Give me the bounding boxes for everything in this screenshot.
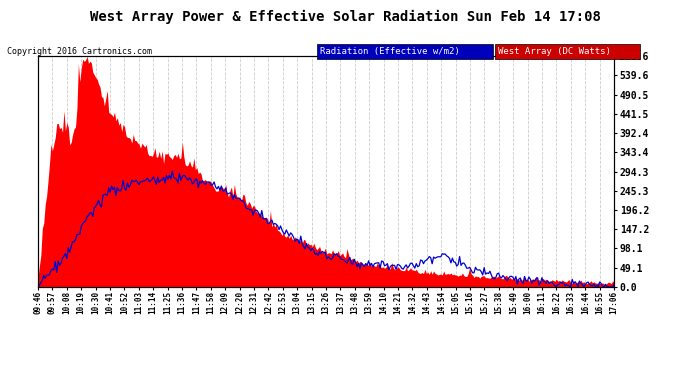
Text: Radiation (Effective w/m2): Radiation (Effective w/m2) (320, 47, 460, 56)
Text: West Array (DC Watts): West Array (DC Watts) (498, 47, 611, 56)
Text: Copyright 2016 Cartronics.com: Copyright 2016 Cartronics.com (7, 47, 152, 56)
Text: West Array Power & Effective Solar Radiation Sun Feb 14 17:08: West Array Power & Effective Solar Radia… (90, 9, 600, 24)
